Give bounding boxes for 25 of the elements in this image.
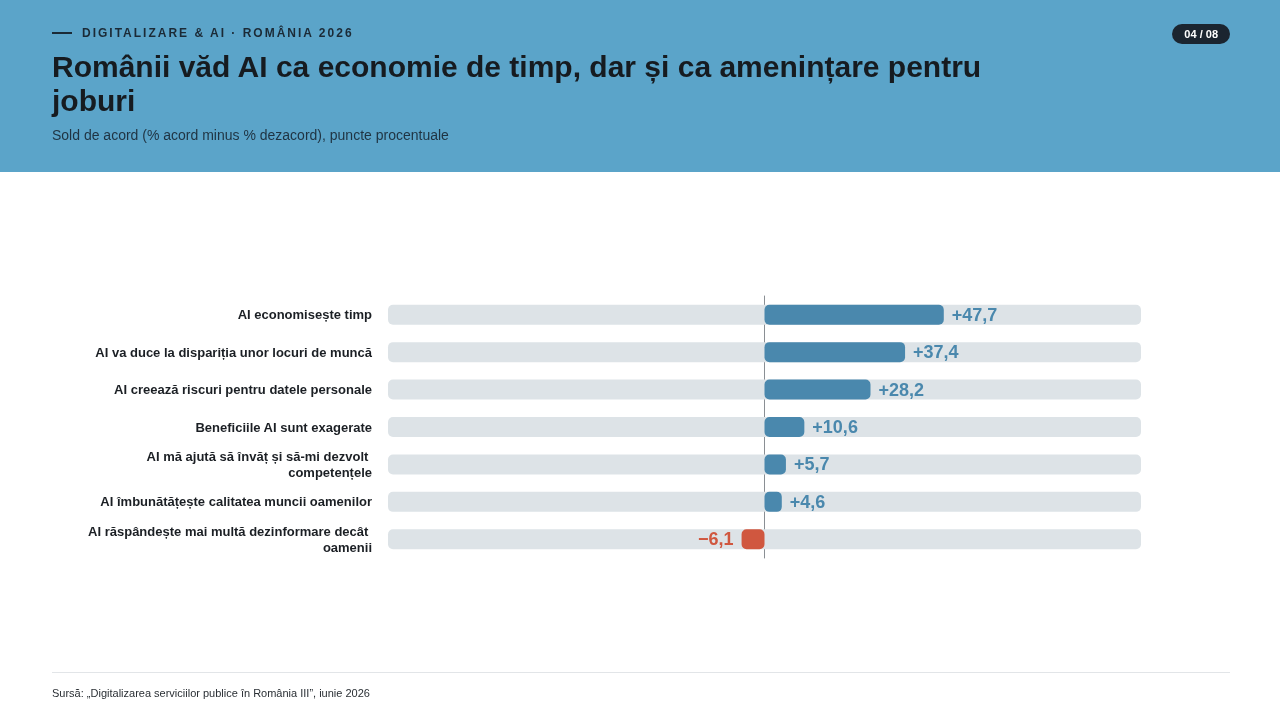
bar <box>764 417 805 437</box>
data-label: +4,6 <box>789 491 826 512</box>
data-label: +5,7 <box>793 454 830 475</box>
y-tick-label: AI economisește timp <box>237 307 373 323</box>
bar <box>764 379 871 400</box>
data-label: +37,4 <box>913 342 959 363</box>
y-tick-label: AI răspândește mai multă dezinformare decât oamenii <box>88 523 372 555</box>
y-tick-label: AI mă ajută să învăț și să-mi dezvolt competențele <box>146 448 372 480</box>
y-tick-label: AI creează riscuri pentru datele personale <box>114 382 372 398</box>
data-label: −6,1 <box>698 529 734 550</box>
text: DIGITALIZARE & AI · ROMÂNIA 2026 <box>82 26 354 40</box>
text: Sold de acord (% acord minus % dezacord), puncte procentuale <box>52 127 449 143</box>
y-tick-label: Beneficiile AI sunt exagerate <box>195 419 372 435</box>
data-label: +28,2 <box>878 379 925 400</box>
data-label: +10,6 <box>812 417 858 437</box>
y-tick-label: AI va duce la dispariția unor locuri de muncă <box>95 344 373 360</box>
y-tick-label: AI îmbunătățește calitatea muncii oamenilor <box>100 494 372 510</box>
text: 04 / 08 <box>1172 24 1230 44</box>
bar <box>741 529 765 550</box>
bar <box>764 454 786 475</box>
chart-title: Românii văd AI ca economie de timp, dar și ca amenințare pentru joburi <box>52 50 983 118</box>
bar <box>764 304 944 325</box>
bar <box>764 342 906 363</box>
text: Sursă: „Digitalizarea serviciilor publice în România III”, iunie 2026 <box>52 687 370 699</box>
data-label: +47,7 <box>951 304 998 325</box>
